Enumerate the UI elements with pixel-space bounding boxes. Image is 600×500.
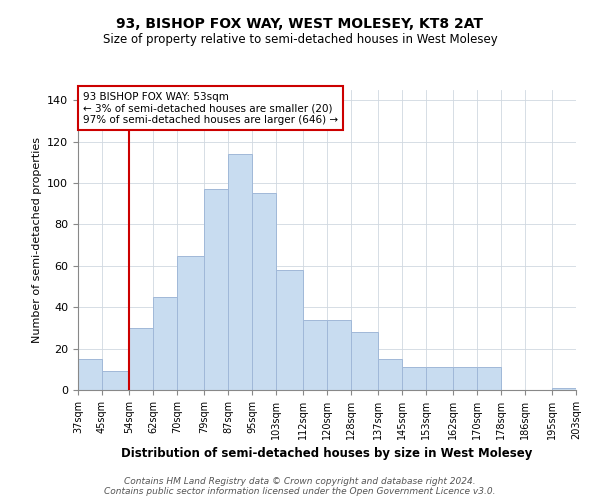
Text: 93, BISHOP FOX WAY, WEST MOLESEY, KT8 2AT: 93, BISHOP FOX WAY, WEST MOLESEY, KT8 2A… bbox=[116, 18, 484, 32]
Bar bbox=[228, 154, 252, 390]
Bar bbox=[477, 367, 501, 390]
Text: Contains public sector information licensed under the Open Government Licence v3: Contains public sector information licen… bbox=[104, 488, 496, 496]
Bar bbox=[129, 328, 153, 390]
Y-axis label: Number of semi-detached properties: Number of semi-detached properties bbox=[32, 137, 41, 343]
Bar bbox=[378, 359, 402, 390]
Bar bbox=[426, 367, 453, 390]
Text: 93 BISHOP FOX WAY: 53sqm
← 3% of semi-detached houses are smaller (20)
97% of se: 93 BISHOP FOX WAY: 53sqm ← 3% of semi-de… bbox=[83, 92, 338, 124]
Bar bbox=[153, 297, 177, 390]
Bar bbox=[351, 332, 378, 390]
Bar bbox=[102, 372, 129, 390]
Bar bbox=[78, 359, 102, 390]
Bar bbox=[204, 190, 228, 390]
Bar bbox=[453, 367, 477, 390]
X-axis label: Distribution of semi-detached houses by size in West Molesey: Distribution of semi-detached houses by … bbox=[121, 448, 533, 460]
Text: Size of property relative to semi-detached houses in West Molesey: Size of property relative to semi-detach… bbox=[103, 32, 497, 46]
Bar bbox=[552, 388, 576, 390]
Bar bbox=[303, 320, 327, 390]
Bar bbox=[252, 194, 276, 390]
Bar bbox=[402, 367, 426, 390]
Text: Contains HM Land Registry data © Crown copyright and database right 2024.: Contains HM Land Registry data © Crown c… bbox=[124, 478, 476, 486]
Bar bbox=[327, 320, 351, 390]
Bar bbox=[276, 270, 303, 390]
Bar bbox=[177, 256, 204, 390]
